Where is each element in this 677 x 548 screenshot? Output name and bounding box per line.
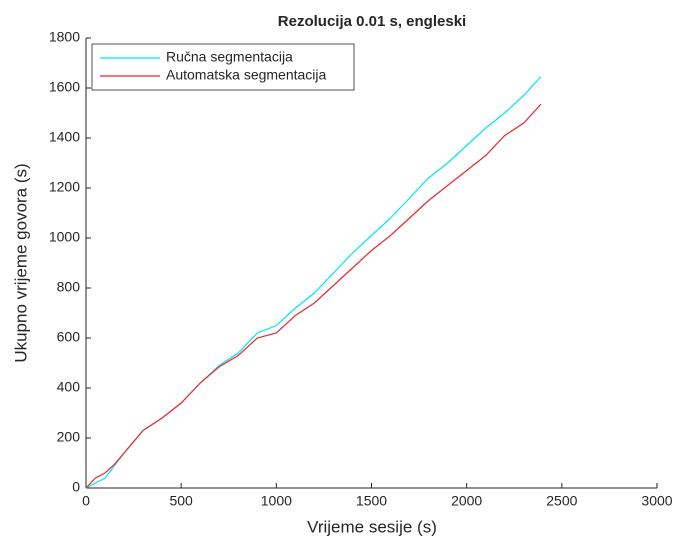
y-tick-label: 0 (72, 479, 80, 495)
x-tick-label: 2000 (451, 493, 482, 509)
y-tick-label: 1200 (49, 179, 80, 195)
legend-label: Ručna segmentacija (166, 49, 293, 65)
x-tick-label: 2500 (546, 493, 577, 509)
legend-label: Automatska segmentacija (166, 67, 327, 83)
y-axis-label: Ukupno vrijeme govora (s) (11, 163, 30, 362)
y-tick-label: 800 (57, 279, 81, 295)
y-tick-label: 600 (57, 329, 81, 345)
x-tick-label: 500 (169, 493, 193, 509)
x-tick-label: 0 (82, 493, 90, 509)
series-line (85, 76, 542, 489)
y-tick-label: 1800 (49, 29, 80, 45)
x-tick-label: 1000 (261, 493, 292, 509)
legend-box (91, 43, 355, 91)
y-tick-label: 1000 (49, 229, 80, 245)
y-tick-label: 1400 (49, 129, 80, 145)
x-tick-label: 3000 (641, 493, 672, 509)
y-tick-label: 400 (57, 379, 81, 395)
series-line (85, 103, 542, 489)
chart-title: Rezolucija 0.01 s, engleski (278, 13, 466, 30)
x-tick-label: 1500 (356, 493, 387, 509)
y-tick-label: 1600 (49, 79, 80, 95)
y-tick-label: 200 (57, 429, 81, 445)
x-axis-label: Vrijeme sesije (s) (307, 517, 437, 536)
